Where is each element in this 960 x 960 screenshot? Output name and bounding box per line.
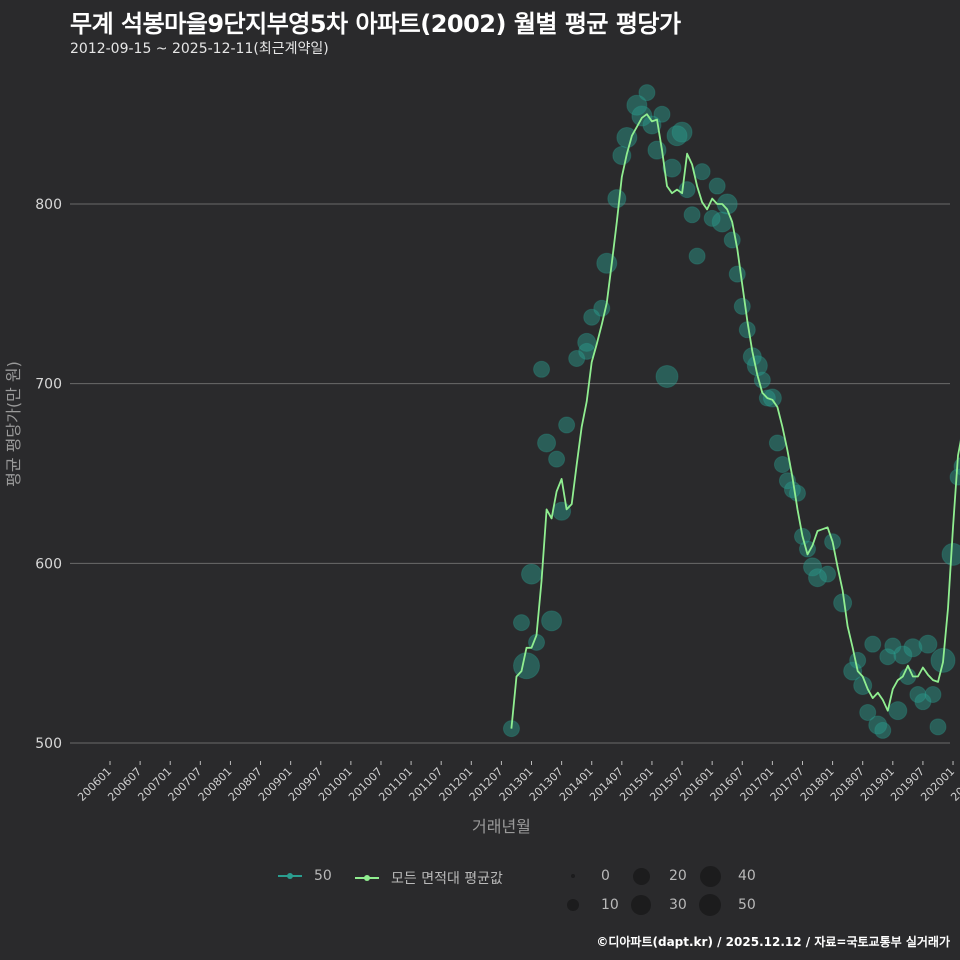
data-point [616,127,638,149]
data-point [626,94,648,116]
chart-subtitle: 2012-09-15 ~ 2025-12-11(최근계약일) [70,41,329,57]
data-point [864,635,882,653]
y-tick-label: 600 [35,556,62,572]
data-point [762,388,782,408]
data-point [568,350,586,368]
legend-line-teal-icon [278,870,302,882]
y-tick-label: 500 [35,736,62,752]
data-point [929,718,947,736]
data-point [631,105,653,127]
size-dot-icon [631,895,651,915]
size-dot-icon [571,874,575,878]
data-point [728,265,746,283]
data-point [607,189,627,209]
data-point [512,614,530,632]
y-axis-label: 평균 평당가(만 원) [4,361,23,487]
legend-size-20: 20 [627,862,687,890]
data-point [688,247,706,265]
data-point [914,693,932,711]
data-point [596,252,618,274]
data-point [671,121,693,143]
data-point [552,501,572,521]
average-line [510,113,960,729]
legend-size-50: 50 [696,891,756,919]
data-point [768,434,786,452]
data-point [521,563,543,585]
size-dot-icon [699,865,721,887]
data-point [893,645,913,665]
y-tick-label: 700 [35,377,62,393]
data-point [723,231,741,249]
legend-size-0: 0 [559,862,610,890]
data-point [868,715,888,735]
data-point [662,158,682,178]
x-axis-label: 거래년월 [472,817,531,836]
data-point [874,721,892,739]
data-point [541,610,563,632]
data-point [819,565,837,583]
data-point [803,557,823,577]
data-point [683,206,701,224]
data-point [548,450,566,468]
data-point [583,308,601,326]
data-point [703,209,721,227]
data-point [773,456,791,474]
size-dot-icon [567,899,579,911]
data-point [903,638,923,658]
data-point [924,685,942,703]
data-point [884,637,902,655]
data-point [909,685,927,703]
legend-size-40: 40 [696,862,756,890]
size-dot-icon [699,894,721,916]
size-dot-icon [632,867,650,885]
data-point [693,163,711,181]
data-point [655,364,679,388]
y-tick-label: 800 [35,197,62,213]
data-point [879,648,897,666]
data-point [788,484,806,502]
legend-line-green-icon [355,872,379,884]
legend-item-50: 50 [278,868,332,884]
data-point [638,84,656,102]
chart-title: 무계 석봉마을9단지부영5차 아파트(2002) 월별 평균 평당가 [70,10,681,38]
data-point [918,634,938,654]
data-point [533,360,551,378]
data-point [733,297,751,315]
data-point [678,181,696,199]
data-point [859,703,877,721]
legend-item-average: 모든 면적대 평균값 [355,868,503,888]
data-point [577,332,597,352]
data-point [558,416,576,434]
data-point [708,177,726,195]
data-point [537,433,557,453]
data-point [653,105,671,123]
data-point [888,701,908,721]
data-point [849,651,867,669]
data-point [808,568,828,588]
legend-size-30: 30 [627,891,687,919]
footer-credit: ©디아파트(dapt.kr) / 2025.12.12 / 자료=국토교통부 실… [596,935,950,949]
data-point [799,540,817,558]
data-point [666,125,688,147]
legend-size-10: 10 [559,891,619,919]
